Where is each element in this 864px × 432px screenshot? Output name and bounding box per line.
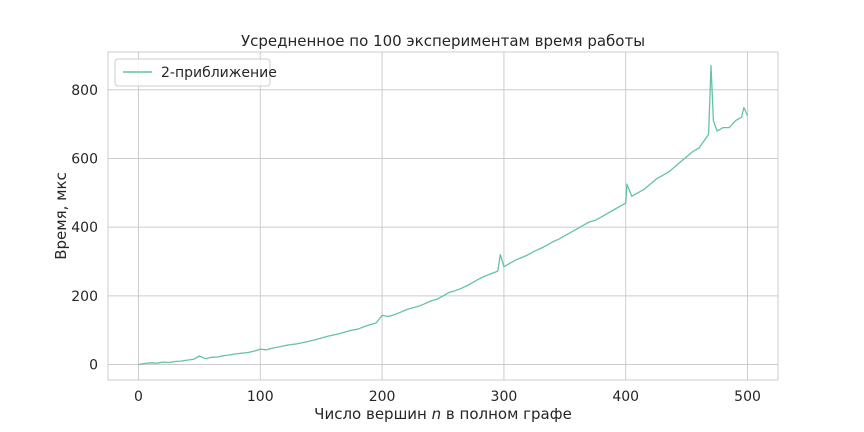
x-axis-title: Число вершин n в полном графе — [314, 405, 572, 423]
legend: 2-приближение — [114, 58, 277, 87]
x-tick-label: 0 — [134, 389, 143, 405]
x-axis-title-suffix: в полном графе — [441, 405, 572, 423]
legend-label: 2-приближение — [161, 65, 277, 81]
y-tick-label: 600 — [71, 151, 98, 167]
y-axis-title: Время, мкс — [52, 172, 70, 260]
x-tick-label: 500 — [734, 389, 761, 405]
x-tick-label: 100 — [247, 389, 274, 405]
series-layer — [138, 65, 749, 366]
tick-labels: 0 100 200 300 400 500 0 200 400 600 800 — [71, 83, 761, 405]
y-tick-label: 400 — [71, 220, 98, 236]
x-axis-title-variable: n — [432, 405, 442, 423]
y-tick-label: 200 — [71, 289, 98, 305]
x-tick-label: 200 — [369, 389, 396, 405]
x-axis-title-prefix: Число вершин — [314, 405, 431, 423]
grid-lines — [108, 52, 778, 380]
series-line — [138, 65, 749, 366]
legend-box — [114, 58, 271, 87]
y-tick-label: 800 — [71, 83, 98, 99]
y-tick-label: 0 — [89, 358, 98, 374]
plot-area-frame — [107, 51, 779, 381]
x-tick-label: 400 — [612, 389, 639, 405]
chart-title: Усредненное по 100 экспериментам время р… — [241, 32, 645, 50]
x-tick-label: 300 — [491, 389, 518, 405]
